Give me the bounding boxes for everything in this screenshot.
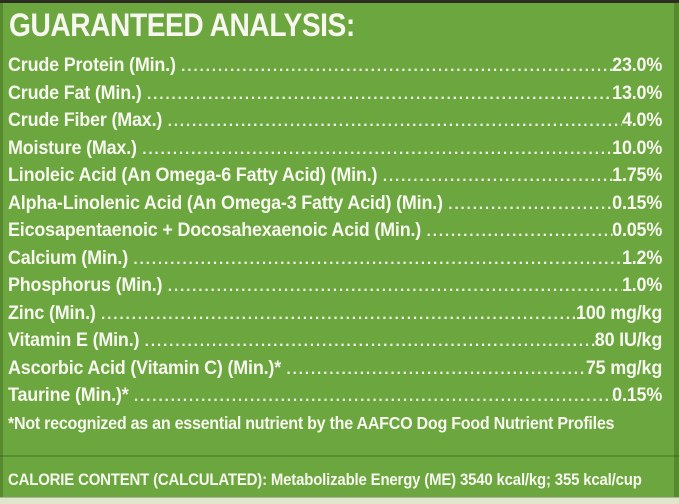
dot-leader: ........................................… — [448, 195, 612, 213]
nutrient-value: 1.2% — [621, 246, 663, 269]
analysis-row: Phosphorus (Min.) ......................… — [8, 272, 668, 300]
dot-leader: ........................................… — [382, 168, 612, 185]
nutrient-value: 80 IU/kg — [594, 329, 663, 351]
nutrient-name: Crude Protein (Min.) — [8, 54, 176, 76]
nutrient-name: Crude Fat (Min.) — [8, 81, 142, 104]
analysis-row: Crude Fat (Min.) .......................… — [8, 80, 668, 108]
nutrient-name: Zinc (Min.) — [8, 301, 96, 324]
aafco-footnote: *Not recognized as an essential nutrient… — [8, 412, 615, 433]
nutrient-value: 4.0% — [621, 109, 663, 131]
dot-leader: ........................................… — [134, 388, 612, 405]
nutrient-value: 23.0% — [612, 54, 663, 76]
dot-leader: ........................................… — [167, 113, 622, 130]
analysis-row: Moisture (Max.) ........................… — [8, 135, 668, 163]
analysis-row: Zinc (Min.) ............................… — [8, 300, 668, 328]
section-title: GUARANTEED ANALYSIS: — [9, 7, 355, 43]
nutrient-name: Linoleic Acid (An Omega-6 Fatty Acid) (M… — [8, 164, 378, 186]
nutrient-name: Moisture (Max.) — [8, 136, 137, 159]
right-edge-strip — [674, 3, 679, 498]
section-divider — [0, 455, 679, 457]
analysis-row: Ascorbic Acid (Vitamin C) (Min.)* ......… — [8, 355, 668, 383]
analysis-row: Linoleic Acid (An Omega-6 Fatty Acid) (M… — [8, 162, 668, 190]
analysis-table: Crude Protein (Min.) ...................… — [8, 52, 668, 437]
analysis-row: Crude Fiber (Max.) .....................… — [8, 107, 668, 135]
dot-leader: ........................................… — [167, 278, 622, 295]
nutrient-name: Vitamin E (Min.) — [8, 329, 140, 351]
nutrient-name: Phosphorus (Min.) — [8, 274, 163, 296]
bottom-edge-strip — [0, 497, 679, 504]
dot-leader: ........................................… — [147, 85, 612, 103]
dot-leader: ........................................… — [142, 140, 612, 158]
dot-leader: ........................................… — [426, 223, 613, 240]
nutrient-value: 10.0% — [612, 136, 663, 159]
analysis-row: Crude Protein (Min.) ...................… — [8, 52, 668, 80]
nutrient-name: Crude Fiber (Max.) — [8, 109, 163, 131]
nutrient-value: 0.05% — [612, 219, 663, 241]
analysis-row: Calcium (Min.) .........................… — [8, 245, 668, 273]
nutrient-name: Eicosapentaenoic + Docosahexaenoic Acid … — [8, 219, 422, 241]
analysis-row: Vitamin E (Min.) .......................… — [8, 327, 668, 355]
nutrient-value: 1.0% — [621, 274, 663, 296]
nutrient-name: Calcium (Min.) — [8, 246, 129, 269]
calorie-content-line: CALORIE CONTENT (CALCULATED): Metaboliza… — [8, 470, 642, 489]
nutrient-name: Alpha-Linolenic Acid (An Omega-3 Fatty A… — [8, 191, 443, 214]
dot-leader: ........................................… — [101, 305, 576, 323]
top-edge-strip — [0, 0, 679, 3]
left-edge-strip — [0, 3, 3, 498]
nutrient-value: 1.75% — [612, 164, 663, 186]
nutrient-name: Taurine (Min.)* — [8, 384, 129, 406]
dot-leader: ........................................… — [133, 250, 622, 268]
analysis-row: Taurine (Min.)* ........................… — [8, 382, 668, 410]
nutrient-value: 13.0% — [612, 81, 663, 104]
dot-leader: ........................................… — [144, 333, 595, 350]
nutrient-name: Ascorbic Acid (Vitamin C) (Min.)* — [8, 356, 282, 379]
dot-leader: ........................................… — [286, 360, 586, 378]
nutrient-value: 75 mg/kg — [585, 356, 663, 379]
analysis-row: Eicosapentaenoic + Docosahexaenoic Acid … — [8, 217, 668, 245]
nutrient-value: 0.15% — [612, 191, 663, 214]
nutrient-value: 100 mg/kg — [576, 301, 663, 324]
dot-leader: ........................................… — [181, 58, 612, 75]
nutrient-value: 0.15% — [612, 384, 663, 406]
analysis-row: Alpha-Linolenic Acid (An Omega-3 Fatty A… — [8, 190, 668, 218]
